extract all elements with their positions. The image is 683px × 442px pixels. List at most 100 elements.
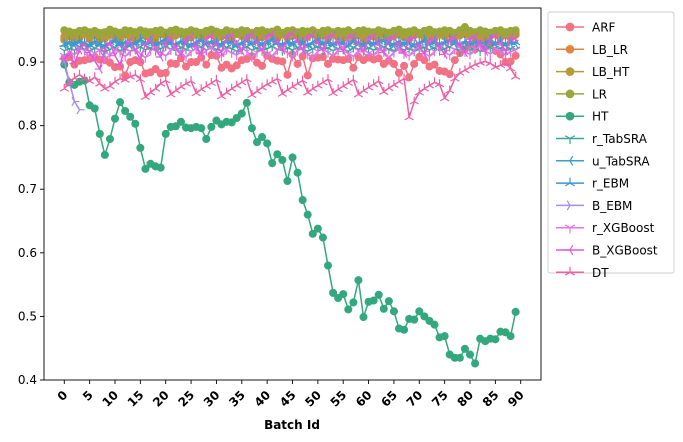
point-marker [368, 52, 379, 61]
point-marker [161, 75, 171, 84]
point-marker [69, 72, 80, 81]
point-marker [343, 50, 353, 59]
point-marker [277, 88, 288, 97]
point-marker [500, 45, 509, 56]
point-marker [155, 52, 164, 62]
x-tick-label: 50 [302, 388, 324, 410]
y-axis: 0.4 0.5 0.6 0.7 0.8 0.9 [18, 55, 44, 387]
point-marker [511, 51, 520, 60]
point-marker [430, 60, 439, 69]
legend-item: DT [556, 266, 609, 280]
point-marker [379, 86, 389, 95]
point-marker [429, 77, 440, 86]
point-marker [328, 52, 338, 61]
point-marker [353, 39, 362, 49]
point-marker [374, 76, 384, 85]
point-marker [110, 34, 120, 43]
point-marker [400, 61, 409, 70]
point-marker [84, 76, 95, 85]
legend-item: ARF [556, 21, 616, 35]
point-marker [348, 74, 359, 83]
point-marker [293, 168, 302, 177]
point-marker [125, 36, 134, 46]
point-marker [252, 38, 261, 48]
point-marker [303, 87, 313, 96]
point-marker [181, 78, 191, 87]
point-marker [287, 37, 298, 46]
legend-item: LB_HT [556, 65, 630, 79]
legend-item: LB_LR [556, 43, 628, 57]
point-marker [565, 89, 575, 99]
legend-label: u_TabSRA [592, 154, 650, 168]
point-marker [293, 59, 302, 68]
point-marker [419, 49, 428, 59]
point-marker [277, 45, 286, 55]
point-marker [328, 88, 338, 97]
point-marker [429, 33, 438, 44]
point-marker [272, 73, 282, 82]
point-marker [455, 353, 464, 362]
point-marker [237, 109, 246, 118]
point-marker [135, 74, 146, 83]
point-marker [257, 82, 267, 91]
point-marker [160, 37, 169, 47]
point-marker [414, 87, 424, 96]
point-marker [278, 155, 287, 165]
point-marker [500, 58, 511, 67]
series-HT [60, 60, 520, 368]
point-marker [297, 75, 308, 84]
point-marker [64, 49, 73, 60]
x-tick-label: 25 [175, 388, 197, 410]
point-marker [206, 31, 215, 41]
point-marker [363, 82, 374, 91]
point-marker [267, 76, 277, 85]
point-marker [298, 196, 307, 205]
point-marker [145, 34, 154, 44]
point-marker [394, 40, 403, 51]
point-marker [237, 77, 247, 86]
point-marker [236, 46, 245, 56]
point-marker [140, 39, 149, 49]
point-marker [79, 73, 90, 82]
point-marker [120, 41, 129, 51]
point-marker [191, 88, 201, 97]
point-marker [211, 40, 220, 50]
point-marker [166, 89, 176, 98]
point-marker [155, 78, 166, 87]
point-marker [242, 74, 252, 83]
point-marker [59, 83, 69, 92]
point-marker [186, 48, 196, 57]
point-marker [74, 45, 83, 55]
point-marker [216, 91, 227, 100]
point-marker [409, 33, 418, 43]
point-marker [344, 54, 353, 63]
y-tick-label: 0.9 [18, 55, 37, 69]
point-marker [145, 87, 156, 96]
point-marker [232, 80, 242, 89]
point-marker [323, 261, 333, 270]
series-line [63, 64, 517, 365]
point-marker [445, 70, 454, 79]
point-marker [506, 57, 515, 66]
point-marker [495, 38, 504, 49]
point-marker [419, 83, 430, 92]
point-marker [415, 307, 424, 316]
point-marker [282, 85, 293, 94]
point-marker [414, 41, 423, 51]
x-tick-label: 75 [429, 388, 451, 410]
point-marker [308, 229, 317, 238]
x-tick-label: 45 [277, 388, 299, 410]
point-marker [247, 90, 257, 99]
point-marker [69, 38, 80, 47]
point-marker [252, 86, 262, 95]
point-marker [465, 62, 475, 71]
point-marker [176, 81, 186, 90]
point-marker [399, 73, 409, 82]
point-marker [369, 296, 378, 305]
point-marker [262, 79, 272, 88]
legend-item: LR [556, 87, 607, 101]
x-tick-label: 70 [404, 388, 426, 410]
point-marker [566, 200, 576, 211]
point-marker [130, 69, 140, 78]
point-marker [74, 35, 85, 44]
